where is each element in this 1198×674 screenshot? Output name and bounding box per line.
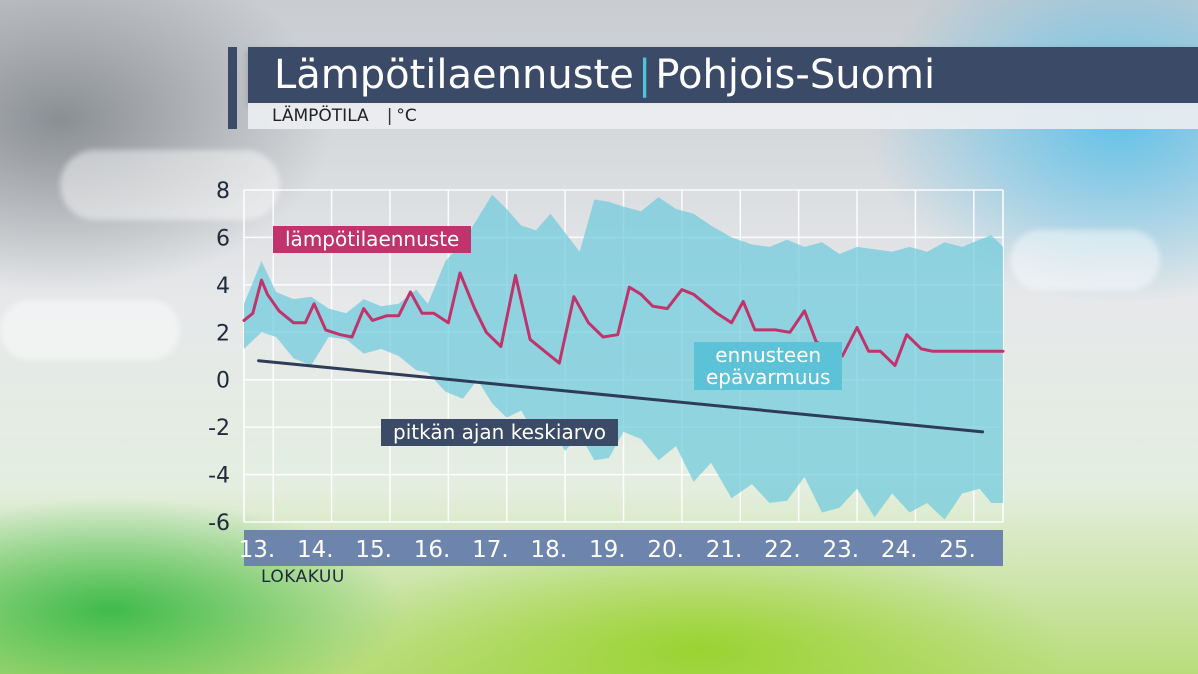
x-tick-label: 22.: [764, 537, 801, 563]
subtitle-separator: |: [386, 106, 393, 126]
x-tick-labels: 13. 14. 15. 16. 17. 18. 19. 20. 21. 22. 23. 24. 25.: [239, 537, 976, 563]
y-tick-labels: 8 6 4 2 0 -2 -4 -6: [208, 179, 230, 536]
uncertainty-label: ennusteen epävarmuus: [694, 342, 843, 390]
uncertainty-label-line1: ennusteen: [715, 343, 822, 367]
title-separator: |: [637, 52, 652, 98]
x-tick-label: 25.: [939, 537, 976, 563]
mean-line: [257, 359, 985, 434]
x-tick-label: 23.: [822, 537, 859, 563]
uncertainty-band: [244, 194, 1003, 520]
subtitle-quantity: LÄMPÖTILA: [272, 106, 369, 126]
x-tick-label: 15.: [355, 537, 392, 563]
title-bar: Lämpötilaennuste | Pohjois-Suomi: [248, 47, 1198, 103]
uncertainty-label-line2: epävarmuus: [706, 365, 831, 389]
x-axis-label: LOKAKUU: [261, 567, 345, 587]
y-tick-label: 2: [216, 321, 230, 346]
title-region: Pohjois-Suomi: [655, 52, 936, 98]
x-tick-label: 19.: [589, 537, 626, 563]
page-title: Lämpötilaennuste | Pohjois-Suomi: [274, 51, 935, 99]
y-tick-label: 0: [216, 369, 230, 394]
x-tick-label: 18.: [531, 537, 568, 563]
cloud-decoration: [1010, 230, 1160, 290]
x-tick-label: 16.: [414, 537, 451, 563]
x-axis-bar: [244, 530, 1003, 566]
cloud-decoration: [0, 300, 180, 360]
subtitle: LÄMPÖTILA | °C: [272, 103, 417, 129]
title-main: Lämpötilaennuste: [274, 52, 634, 98]
title-accent-bar: [228, 47, 237, 129]
y-tick-label: -6: [208, 511, 230, 536]
x-tick-label: 20.: [647, 537, 684, 563]
subtitle-bar: LÄMPÖTILA | °C: [248, 103, 1198, 129]
y-tick-label: 4: [216, 274, 230, 299]
forecast-line: [242, 271, 1005, 367]
x-tick-label: 24.: [881, 537, 918, 563]
mean-label: pitkän ajan keskiarvo: [381, 419, 618, 446]
y-tick-label: 8: [216, 179, 230, 204]
y-tick-label: -2: [208, 416, 230, 441]
y-tick-label: -4: [208, 464, 230, 489]
x-tick-label: 13.: [239, 537, 276, 563]
x-tick-label: 14.: [297, 537, 334, 563]
y-tick-label: 6: [216, 226, 230, 251]
x-tick-label: 21.: [706, 537, 743, 563]
x-tick-label: 17.: [472, 537, 509, 563]
forecast-label: lämpötilaennuste: [273, 226, 472, 253]
subtitle-unit: °C: [396, 106, 417, 126]
